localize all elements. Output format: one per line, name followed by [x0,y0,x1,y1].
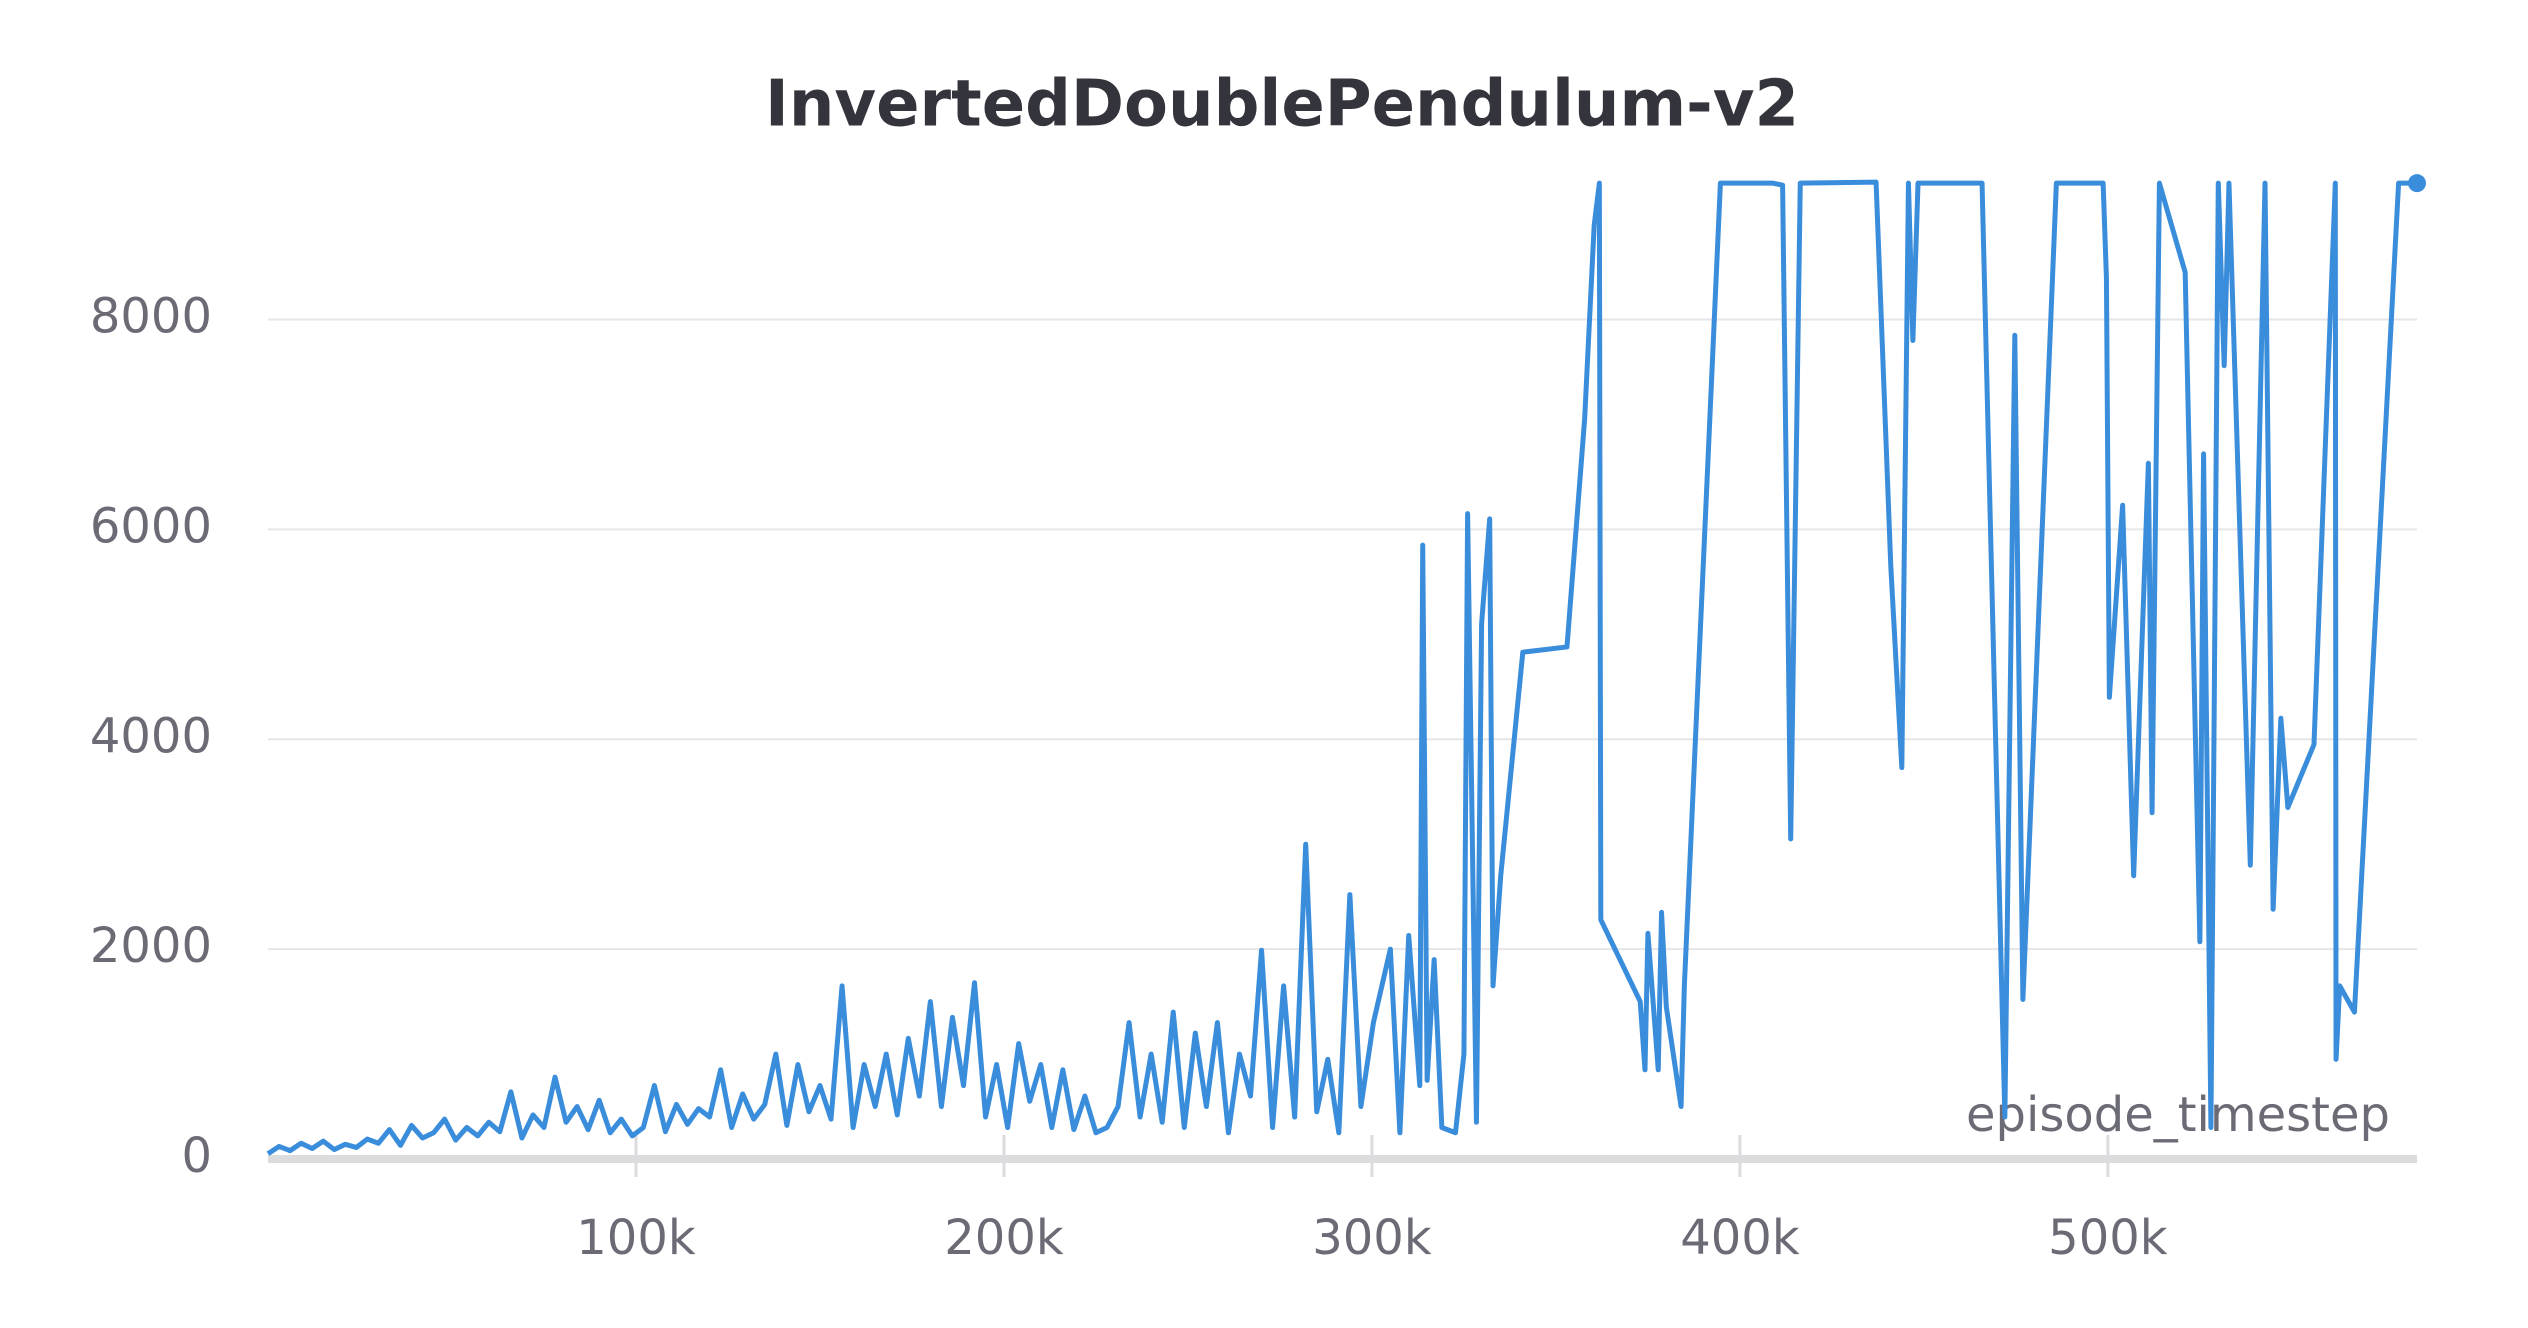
y-tick-label: 4000 [90,708,212,764]
y-tick-label: 0 [181,1128,212,1184]
y-tick-label: 2000 [90,918,212,974]
end-point [2408,174,2426,193]
y-tick-label: 8000 [90,289,212,345]
x-axis-label: episode_timestep [1966,1087,2390,1143]
x-tick-label: 300k [1312,1210,1432,1266]
x-tick-label: 200k [944,1210,1064,1266]
x-tick-label: 500k [2048,1210,2168,1266]
chart-title: InvertedDoublePendulum-v2 [765,68,1799,142]
y-tick-label: 6000 [90,498,212,554]
data-line [266,179,2417,1156]
x-tick-label: 100k [576,1210,696,1266]
x-tick-label: 400k [1680,1210,1800,1266]
